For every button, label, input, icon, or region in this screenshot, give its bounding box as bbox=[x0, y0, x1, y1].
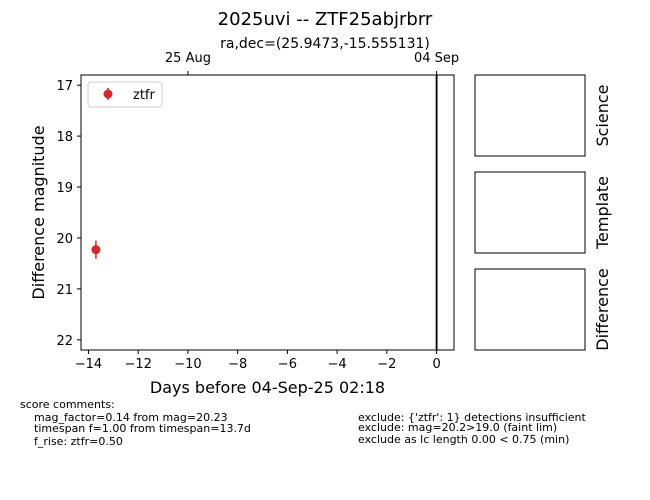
comment-right-1: exclude: {'ztfr': 1} detections insuffic… bbox=[358, 411, 587, 424]
plot-area: −14 −12 −10 −8 −6 −4 −2 0 17 18 19 20 21 22 25 Aug 04 S… bbox=[29, 51, 459, 397]
y-axis-label: Difference magnitude bbox=[29, 125, 48, 299]
chart-subtitle: ra,dec=(25.9473,-15.555131) bbox=[220, 36, 430, 52]
x-tick-label: −10 bbox=[174, 357, 201, 372]
x-tick-label: −12 bbox=[124, 357, 151, 372]
y-tick-label: 22 bbox=[56, 334, 73, 349]
y-tick-label: 18 bbox=[56, 130, 73, 145]
legend-marker bbox=[103, 89, 113, 99]
template-panel-label: Template bbox=[593, 176, 612, 250]
legend-box bbox=[87, 81, 163, 108]
legend-label: ztfr bbox=[133, 88, 155, 103]
x-tick-label: −6 bbox=[278, 357, 297, 372]
difference-panel-label: Difference bbox=[593, 268, 612, 350]
x-tick-label: −14 bbox=[75, 357, 102, 372]
x-tick-label: −2 bbox=[377, 357, 396, 372]
chart-title: 2025uvi -- ZTF25abjrbrr bbox=[218, 9, 433, 30]
image-panels: Science Template Difference bbox=[474, 74, 612, 351]
x-axis-label: Days before 04-Sep-25 02:18 bbox=[150, 378, 385, 397]
comment-right-3: exclude as lc length 0.00 < 0.75 (min) bbox=[358, 433, 569, 446]
template-panel bbox=[474, 171, 586, 254]
science-panel-label: Science bbox=[593, 84, 612, 146]
x-tick-label: −8 bbox=[228, 357, 247, 372]
science-panel bbox=[474, 74, 586, 157]
y-tick-label: 20 bbox=[56, 232, 73, 247]
y-tick-label: 21 bbox=[56, 283, 73, 298]
comment-right-2: exclude: mag=20.2>19.0 (faint lim) bbox=[358, 421, 557, 434]
y-tick-label: 17 bbox=[56, 79, 73, 94]
plot-frame bbox=[80, 74, 455, 351]
x-tick-label: 0 bbox=[432, 357, 440, 372]
y-tick-label: 19 bbox=[56, 181, 73, 196]
top-tick-label: 25 Aug bbox=[165, 51, 211, 66]
x-tick-label: −4 bbox=[328, 357, 347, 372]
difference-panel bbox=[474, 268, 586, 351]
comments-header: score comments: bbox=[20, 398, 115, 411]
top-tick-label: 04 Sep bbox=[414, 51, 459, 66]
data-point bbox=[91, 245, 101, 255]
comment-left-1: mag_factor=0.14 from mag=20.23 bbox=[34, 411, 228, 424]
comment-left-3: f_rise: ztfr=0.50 bbox=[34, 435, 123, 448]
legend: ztfr bbox=[87, 81, 163, 108]
comment-left-2: timespan f=1.00 from timespan=13.7d bbox=[34, 422, 251, 435]
